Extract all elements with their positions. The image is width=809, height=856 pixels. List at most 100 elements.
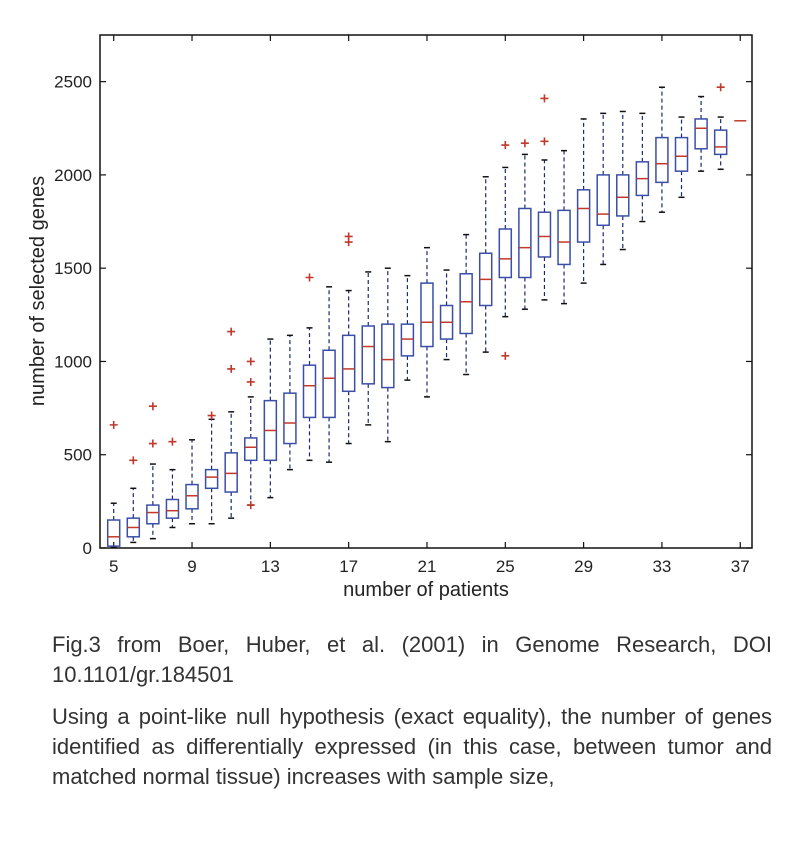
box-iqr <box>420 282 434 348</box>
box-outlier <box>129 456 138 465</box>
y-tick-label: 2500 <box>54 73 92 92</box>
box-iqr <box>616 174 630 217</box>
box-group-32 <box>635 112 650 223</box>
box-group-11 <box>224 327 238 519</box>
x-tick-label: 17 <box>339 557 358 576</box>
box-group-24 <box>478 176 493 353</box>
box-outlier <box>109 420 118 429</box>
box-iqr <box>106 519 121 547</box>
box-iqr <box>557 209 571 266</box>
box-group-15 <box>302 273 317 462</box>
box-outlier <box>501 141 510 150</box>
box-iqr <box>655 136 669 184</box>
x-tick-label: 13 <box>261 557 280 576</box>
box-group-23 <box>459 233 473 376</box>
box-outlier <box>305 273 314 282</box>
box-iqr <box>146 504 160 525</box>
y-tick-label: 0 <box>83 539 92 558</box>
box-outlier <box>246 377 255 386</box>
caption-text: Using a point-like null hypothesis (exac… <box>52 704 772 789</box>
box-iqr <box>674 136 689 172</box>
box-iqr <box>322 349 336 419</box>
box-group-9 <box>185 439 199 525</box>
box-outlier <box>227 364 236 373</box>
y-tick-label: 1500 <box>54 259 92 278</box>
box-iqr <box>596 174 610 227</box>
box-group-29 <box>576 118 591 284</box>
x-tick-label: 33 <box>652 557 671 576</box>
box-iqr <box>400 323 415 357</box>
box-iqr <box>576 189 591 243</box>
x-tick-label: 25 <box>496 557 515 576</box>
box-outlier <box>716 83 725 92</box>
box-outlier <box>344 238 353 247</box>
y-tick-label: 1000 <box>54 352 92 371</box>
box-outlier <box>246 357 255 366</box>
box-group-14 <box>283 334 297 471</box>
x-tick-label: 5 <box>109 557 118 576</box>
box-series <box>106 83 747 548</box>
box-iqr <box>244 437 258 462</box>
box-iqr <box>498 228 513 279</box>
box-iqr <box>518 207 532 279</box>
y-tick-label: 2000 <box>54 166 92 185</box>
box-iqr <box>204 468 219 490</box>
box-iqr <box>165 498 180 519</box>
box-outlier <box>207 411 216 420</box>
x-axis-label: number of patients <box>343 579 509 601</box>
box-group-17 <box>341 232 356 445</box>
box-outlier <box>540 94 549 103</box>
box-group-13 <box>263 338 278 499</box>
box-group-25 <box>498 141 513 360</box>
box-group-22 <box>439 269 454 361</box>
box-iqr <box>694 118 708 150</box>
box-iqr <box>283 392 297 445</box>
box-group-7 <box>146 402 160 540</box>
box-group-26 <box>518 139 532 310</box>
box-group-36 <box>713 83 728 171</box>
box-outlier <box>520 139 529 148</box>
y-tick-label: 500 <box>64 446 92 465</box>
box-iqr <box>537 211 552 258</box>
caption-source: Fig.3 from Boer, Huber, et al. (2001) in… <box>52 632 772 687</box>
box-iqr <box>224 452 238 493</box>
box-group-8 <box>165 437 180 529</box>
x-tick-label: 29 <box>574 557 593 576</box>
box-outlier <box>168 437 177 446</box>
box-outlier <box>501 351 510 360</box>
box-group-35 <box>694 95 708 172</box>
box-group-33 <box>655 86 669 213</box>
y-axis-label: number of selected genes <box>27 176 49 406</box>
x-axis: 5 9 13 17 21 25 29 33 37 <box>109 35 750 576</box>
box-iqr <box>361 325 375 385</box>
box-iqr <box>713 129 728 156</box>
box-outlier <box>246 501 255 510</box>
box-outlier <box>148 439 157 448</box>
box-group-5 <box>106 420 121 548</box>
box-iqr <box>185 483 199 510</box>
x-tick-label: 37 <box>731 557 750 576</box>
box-outlier <box>540 137 549 146</box>
box-iqr <box>459 273 473 335</box>
box-group-27 <box>537 94 552 301</box>
y-axis: 0 500 1000 1500 2000 2500 <box>54 73 752 558</box>
box-group-16 <box>322 286 336 463</box>
boxplot-chart: 0 500 1000 1500 2000 2500 5 9 13 17 21 25 29 33 37 nu… <box>27 34 753 601</box>
box-group-6 <box>126 456 141 544</box>
box-iqr <box>302 364 317 419</box>
box-group-20 <box>400 274 415 381</box>
box-outlier <box>227 327 236 336</box>
x-tick-label: 21 <box>418 557 437 576</box>
x-tick-label: 9 <box>187 557 196 576</box>
box-group-21 <box>420 246 434 398</box>
box-iqr <box>381 323 395 389</box>
box-group-18 <box>361 271 375 426</box>
box-outlier <box>148 402 157 411</box>
box-group-31 <box>616 110 630 251</box>
box-group-10 <box>204 411 219 525</box>
box-group-12 <box>244 357 258 510</box>
box-group-19 <box>381 267 395 443</box>
box-group-34 <box>674 116 689 199</box>
box-group-30 <box>596 112 610 266</box>
plot-frame <box>99 34 753 549</box>
